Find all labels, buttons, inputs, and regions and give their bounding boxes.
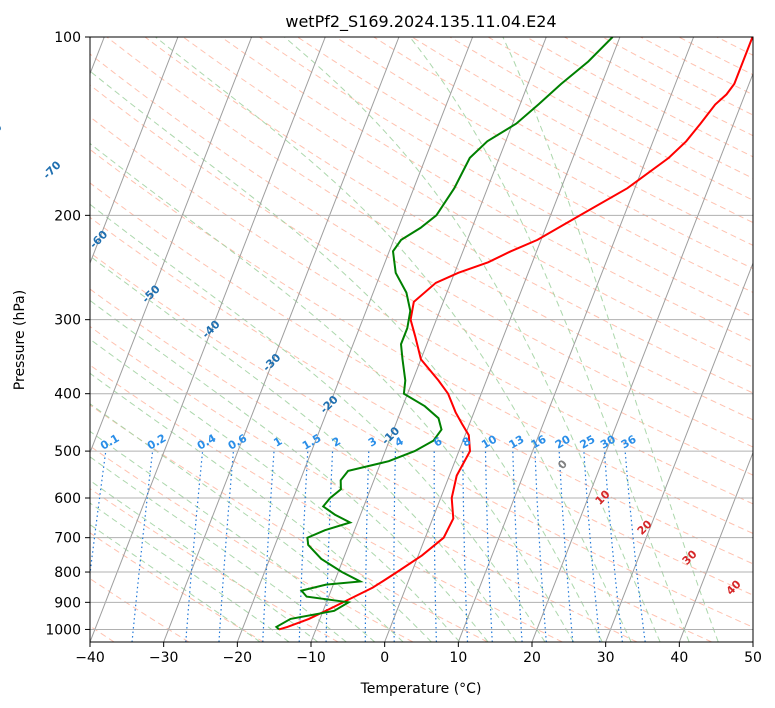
dry-adiabat-line xyxy=(90,84,753,476)
x-tick-label: −40 xyxy=(75,650,105,666)
dry-adiabat-line xyxy=(144,37,753,394)
x-tick-label: 10 xyxy=(449,650,467,666)
isotherm-line xyxy=(163,37,400,642)
moist-adiabat-line xyxy=(90,403,404,642)
dry-adiabat-line xyxy=(90,148,753,534)
isotherm-line xyxy=(678,451,753,642)
moist-adiabat-line xyxy=(155,37,632,642)
isotherm-line xyxy=(531,72,753,642)
y-tick-label: 700 xyxy=(54,531,81,547)
dry-adiabat-line xyxy=(90,182,753,565)
axis-ticks: −40 −30 −20 −10 0 10 20 30 40 50 1000 900 800 700 600 5… xyxy=(45,30,762,666)
mixing-ratio-line xyxy=(462,451,469,642)
x-tick-label: 30 xyxy=(597,650,615,666)
y-tick-label: 900 xyxy=(54,595,81,611)
mixing-ratio-line xyxy=(218,451,234,642)
mixing-ratio-line xyxy=(624,451,646,642)
mixing-ratio-line xyxy=(558,451,574,642)
x-tick-label: 0 xyxy=(380,650,389,666)
y-tick-label: 200 xyxy=(54,208,81,224)
mixing-ratio-line xyxy=(185,451,204,642)
y-tick-label: 600 xyxy=(54,491,81,507)
background-lines xyxy=(90,37,753,642)
mixing-ratio-line xyxy=(603,451,623,642)
dry-adiabat-line xyxy=(90,325,638,642)
moist-adiabat-line xyxy=(90,70,603,642)
moist-adiabat-line xyxy=(409,37,690,642)
isotherm-line xyxy=(90,37,179,265)
mixing-ratio-line xyxy=(433,451,437,642)
y-tick-label: 1000 xyxy=(45,622,81,638)
x-tick-label: −20 xyxy=(223,650,253,666)
mixing-ratio-line xyxy=(512,451,523,642)
dry-adiabat-line xyxy=(90,532,264,642)
mixing-ratio-line xyxy=(393,451,396,642)
x-tick-label: 50 xyxy=(744,650,762,666)
mixing-ratio-line xyxy=(534,451,547,642)
dewpoint-line xyxy=(274,37,614,631)
dry-adiabat-line xyxy=(90,404,488,642)
x-tick-label: −30 xyxy=(149,650,179,666)
moist-adiabat-line xyxy=(90,430,376,642)
y-axis-label: Pressure (hPa) xyxy=(12,290,28,390)
moist-adiabat-line xyxy=(284,37,661,642)
chart-title: wetPf2_S169.2024.135.11.04.E24 xyxy=(285,12,556,32)
dry-adiabat-line xyxy=(182,37,753,368)
mixing-ratio-line xyxy=(364,451,370,642)
dry-adiabat-line xyxy=(220,37,753,343)
mixing-ratio-line xyxy=(484,451,493,642)
moist-adiabat-line xyxy=(90,372,432,642)
moist-adiabat-line xyxy=(502,37,719,642)
isotherm-line xyxy=(605,261,753,642)
isotherm-line xyxy=(90,37,253,454)
mixing-ratio-line xyxy=(131,451,154,642)
x-tick-label: 20 xyxy=(523,650,541,666)
isotherm-line xyxy=(236,37,474,642)
dry-adiabat-line xyxy=(90,53,753,448)
mixing-ratio-line xyxy=(583,451,601,642)
moist-adiabat-line xyxy=(90,502,290,642)
moist-adiabat-line xyxy=(90,338,461,642)
dry-adiabat-line xyxy=(90,445,414,642)
mixing-ratio-line xyxy=(262,451,275,642)
dry-adiabat-line xyxy=(487,37,753,179)
mixing-ratio-line xyxy=(325,451,334,642)
x-tick-label: −10 xyxy=(296,650,326,666)
y-tick-label: 500 xyxy=(54,444,81,460)
y-tick-label: 800 xyxy=(54,565,81,581)
moist-adiabat-line xyxy=(90,255,517,642)
isotherm-line xyxy=(457,37,695,642)
x-tick-label: 40 xyxy=(670,650,688,666)
isotherm-line xyxy=(384,37,621,642)
dry-adiabat-line xyxy=(90,288,712,642)
mixing-ratio-line xyxy=(90,451,107,579)
moist-adiabat-line xyxy=(90,142,575,642)
y-tick-label: 100 xyxy=(54,30,81,46)
temperature-line xyxy=(278,37,753,631)
dry-adiabat-line xyxy=(106,37,753,421)
profile-lines xyxy=(274,37,753,631)
y-tick-label: 300 xyxy=(54,313,81,329)
x-axis-label: Temperature (°C) xyxy=(360,681,482,697)
isotherm-line xyxy=(90,37,326,642)
plot-frame xyxy=(89,36,754,643)
mixing-ratio-line xyxy=(298,451,309,642)
y-tick-label: 400 xyxy=(54,387,81,403)
isotherm-line xyxy=(310,37,547,642)
